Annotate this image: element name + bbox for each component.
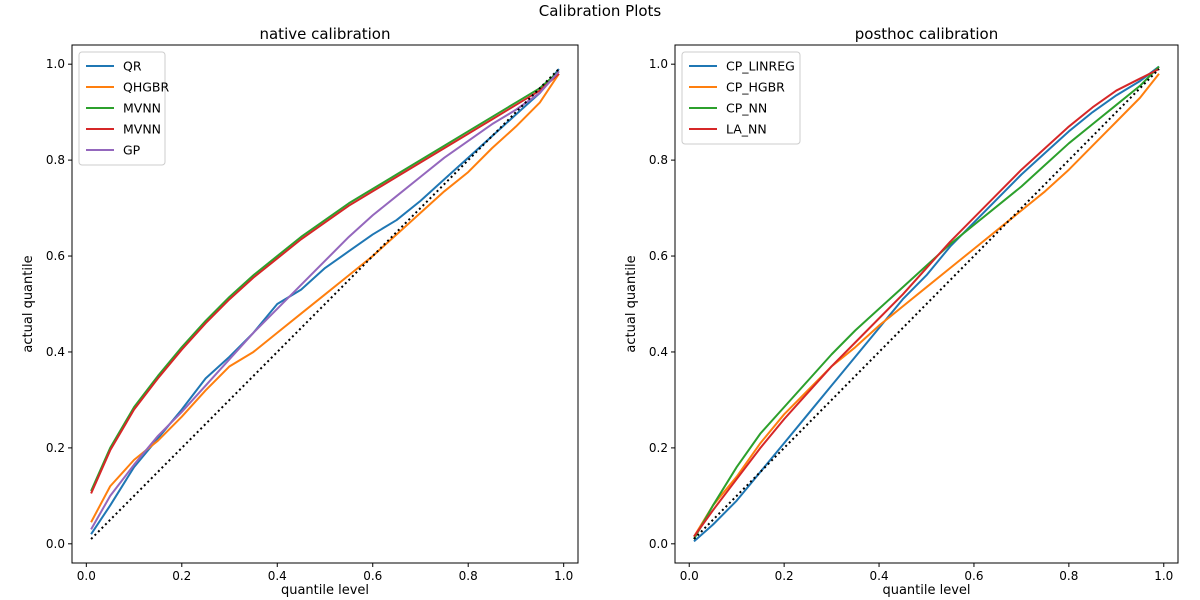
posthoc-x-tick-label: 0.0 [680,569,699,583]
posthoc-x-axis-label: quantile level [882,583,970,598]
posthoc-legend-label: CP_LINREG [726,59,795,74]
posthoc-y-tick-label: 1.0 [649,57,668,71]
posthoc-x-tick-label: 0.6 [964,569,983,583]
native-legend-label: QHGBR [123,80,170,95]
posthoc-panel-title: posthoc calibration [855,25,998,43]
posthoc-legend-label: LA_NN [726,122,767,137]
figure-title: Calibration Plots [539,2,662,20]
posthoc-x-tick-label: 0.4 [870,569,889,583]
native-y-tick-label: 0.2 [46,441,65,455]
native-x-tick-label: 0.0 [77,569,96,583]
posthoc-y-tick-label: 0.8 [649,153,668,167]
posthoc-y-tick-label: 0.2 [649,441,668,455]
native-x-tick-label: 1.0 [554,569,573,583]
native-panel-title: native calibration [259,25,390,43]
native-y-tick-label: 0.0 [46,537,65,551]
posthoc-y-tick-label: 0.0 [649,537,668,551]
posthoc-x-tick-label: 1.0 [1154,569,1173,583]
native-y-axis-label: actual quantile [21,255,36,352]
posthoc-y-tick-label: 0.4 [649,345,668,359]
posthoc-legend: CP_LINREG CP_HGBR CP_NN LA_NN [682,52,800,144]
native-legend-label: QR [123,59,142,74]
native-y-tick-label: 0.6 [46,249,65,263]
posthoc-y-axis-label: actual quantile [624,255,639,352]
native-legend-label: MVNN [123,101,161,116]
native-x-tick-label: 0.4 [268,569,287,583]
native-y-tick-label: 1.0 [46,57,65,71]
native-legend: QR QHGBR MVNN MVNN GP [79,52,170,165]
posthoc-legend-label: CP_HGBR [726,80,785,95]
native-x-axis-label: quantile level [281,583,369,598]
native-legend-label: MVNN [123,122,161,137]
posthoc-legend-label: CP_NN [726,101,767,116]
native-y-tick-label: 0.4 [46,345,65,359]
native-legend-label: GP [123,143,141,158]
posthoc-x-tick-label: 0.8 [1059,569,1078,583]
posthoc-y-tick-label: 0.6 [649,249,668,263]
native-x-tick-label: 0.6 [363,569,382,583]
native-x-tick-label: 0.8 [459,569,478,583]
posthoc-x-tick-label: 0.2 [775,569,794,583]
native-y-tick-label: 0.8 [46,153,65,167]
native-x-tick-label: 0.2 [172,569,191,583]
